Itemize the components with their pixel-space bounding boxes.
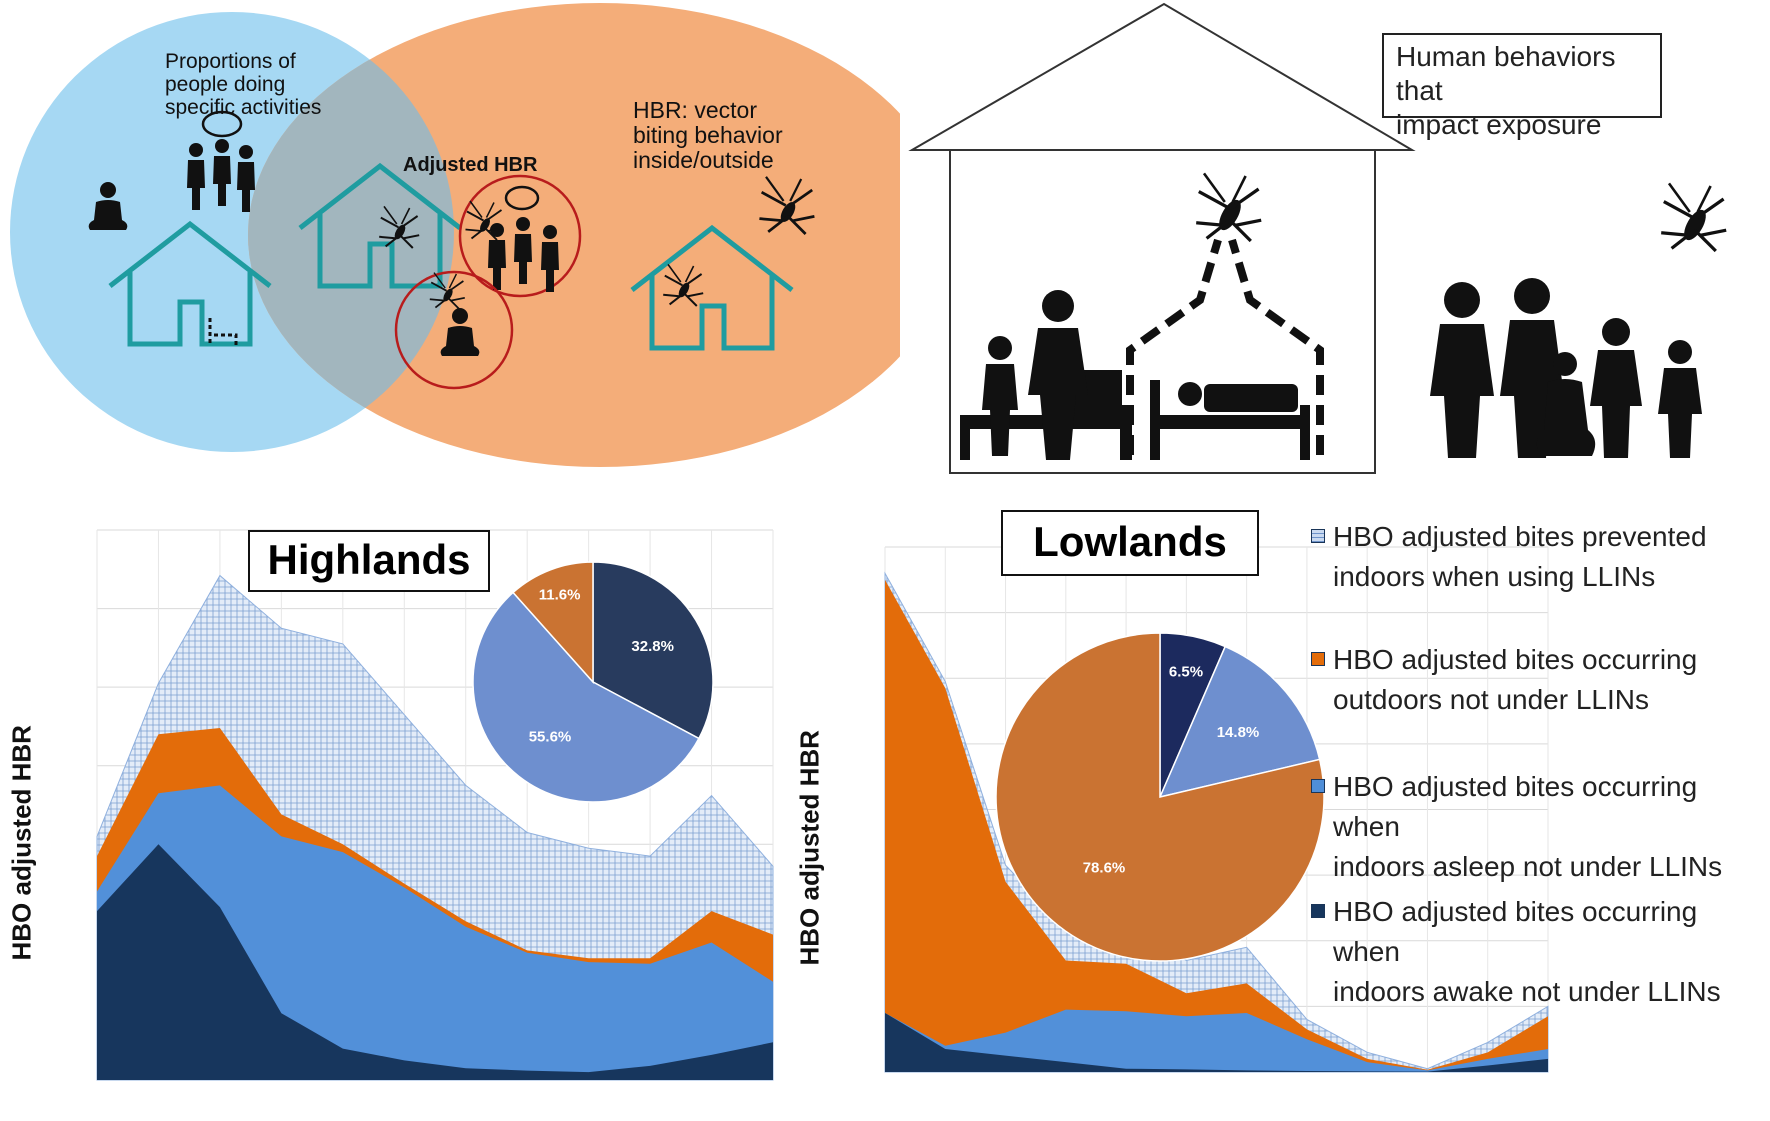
- legend-label: outdoors not under LLINs: [1333, 684, 1649, 715]
- legend-item: HBO adjusted bites prevented indoors when…: [1311, 517, 1763, 597]
- legend-label: indoors when using LLINs: [1333, 561, 1656, 592]
- pie-slice: [592, 561, 714, 740]
- pie-slice-label: 6.5%: [1169, 664, 1203, 681]
- pie-slice: [512, 561, 594, 684]
- legend-label: indoors awake not under LLINs: [1333, 976, 1721, 1007]
- mosquito-icon: [1661, 182, 1727, 253]
- venn-left-text: Proportions of people doing specific activ…: [165, 50, 322, 119]
- legend-item: HBO adjusted bites occurring when indoors…: [1311, 767, 1763, 887]
- house-wall: [949, 149, 1376, 474]
- legend-label: HBO adjusted bites occurring when: [1333, 771, 1698, 842]
- pie-slice-label: 11.6%: [539, 587, 581, 604]
- legend-swatch: [1311, 652, 1325, 666]
- lowlands-chart: 6.5% 14.8% 78.6%: [884, 546, 1549, 1073]
- bednet-icon: [1126, 238, 1324, 455]
- adult-person-icon: [1028, 290, 1088, 460]
- legend-label: indoors asleep not under LLINs: [1333, 851, 1723, 882]
- highlands-y-axis-label: HBO adjusted HBR: [6, 725, 37, 961]
- area-outdoors: [885, 579, 1548, 1072]
- house-roof: [908, 2, 1416, 151]
- highlands-title: Highlands: [248, 530, 490, 592]
- pie-slice-label: 32.8%: [631, 638, 674, 655]
- highlands-chart: 32.8% 55.6% 11.6%: [96, 529, 774, 1081]
- child-person-icon: [982, 336, 1018, 456]
- legend-item: HBO adjusted bites occurring when indoors…: [1311, 892, 1763, 1012]
- area-awake: [885, 1012, 1548, 1072]
- venn-right-text: HBR: vector biting behavior inside/outside: [633, 97, 783, 173]
- pie-chart: 6.5% 14.8% 78.6%: [995, 632, 1325, 962]
- legend-item: HBO adjusted bites occurring outdoors not…: [1311, 640, 1763, 720]
- lowlands-y-axis-label: HBO adjusted HBR: [794, 730, 825, 966]
- legend-label: HBO adjusted bites occurring: [1333, 644, 1698, 675]
- area-awake: [97, 844, 773, 1080]
- legend-swatch: [1311, 904, 1325, 918]
- outdoor-family-icon: [1430, 278, 1702, 458]
- mosquito-icon: [1196, 172, 1262, 243]
- pie-slice: [995, 632, 1325, 962]
- sitting-person-circle: [394, 270, 514, 390]
- pie-slice: [472, 591, 700, 803]
- outdoor-group-circle: [458, 174, 582, 298]
- bed-with-sleeper-icon: [1150, 380, 1310, 460]
- group-people-icon: [488, 185, 559, 292]
- pie-slice-label: 78.6%: [1083, 860, 1126, 877]
- legend-swatch: [1311, 779, 1325, 793]
- area-asleep: [885, 1009, 1548, 1072]
- pie-slice: [1158, 645, 1321, 799]
- legend-label: HBO adjusted bites prevented: [1333, 521, 1707, 552]
- bed-icon: [208, 318, 238, 345]
- pie-slice-label: 55.6%: [529, 729, 572, 746]
- lowlands-title: Lowlands: [1001, 510, 1259, 576]
- human-behaviors-box: Human behaviors that impact exposure: [1382, 33, 1662, 140]
- pie-slice-label: 14.8%: [1217, 724, 1260, 741]
- house-scene: [908, 2, 1727, 474]
- venn-center-text: Adjusted HBR: [403, 154, 538, 176]
- venn-diagram: [10, 3, 900, 467]
- legend-label: HBO adjusted bites occurring when: [1333, 896, 1698, 967]
- legend-swatch: [1311, 529, 1325, 543]
- talking-people-icon: [187, 110, 255, 212]
- pie-chart: 32.8% 55.6% 11.6%: [472, 561, 714, 803]
